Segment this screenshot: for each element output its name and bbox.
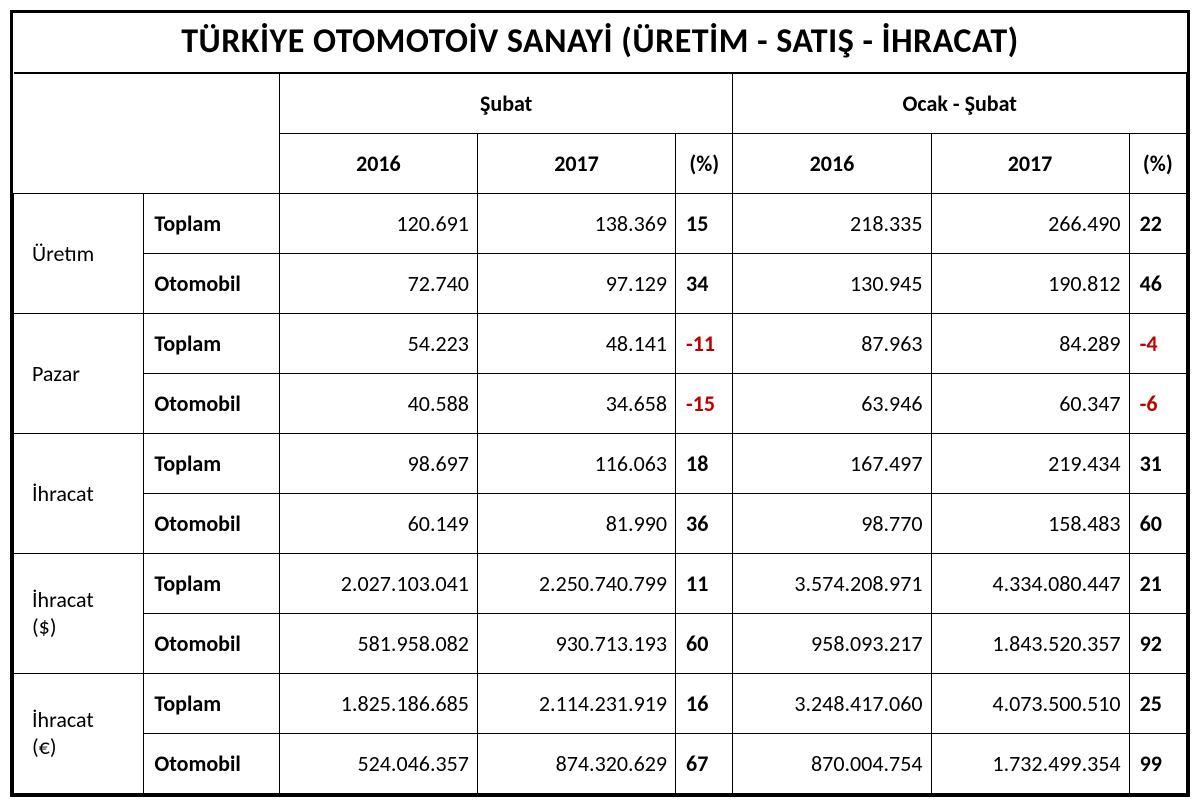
subcategory-label: Toplam [144,553,280,613]
category-label: Pazar [14,313,144,433]
cell-value: 97.129 [477,253,675,313]
subcategory-label: Otomobil [144,493,280,553]
table-row: Otomobil 524.046.357 874.320.629 67 870.… [14,733,1187,793]
category-label: İhracat($) [14,553,144,673]
cell-value: 266.490 [931,193,1129,253]
cell-value: 870.004.754 [733,733,931,793]
table-row: İhracat Toplam 98.697 116.063 18 167.497… [14,433,1187,493]
cell-value: 1.732.499.354 [931,733,1129,793]
cell-pct: 11 [676,553,733,613]
cell-value: 158.483 [931,493,1129,553]
cell-value: 138.369 [477,193,675,253]
cell-pct: -11 [676,313,733,373]
cell-value: 167.497 [733,433,931,493]
table-row: Otomobil 581.958.082 930.713.193 60 958.… [14,613,1187,673]
report-title: TÜRKİYE OTOMOTOİV SANAYİ (ÜRETİM - SATIŞ… [13,13,1187,72]
cell-value: 958.093.217 [733,613,931,673]
table-body: Üretım Toplam 120.691 138.369 15 218.335… [14,193,1187,793]
period-2-header: Ocak - Şubat [733,73,1187,133]
cell-value: 87.963 [733,313,931,373]
cell-pct: 31 [1129,433,1186,493]
subcategory-label: Toplam [144,313,280,373]
table-row: Üretım Toplam 120.691 138.369 15 218.335… [14,193,1187,253]
header-blank [14,73,280,193]
cell-value: 81.990 [477,493,675,553]
subcategory-label: Toplam [144,433,280,493]
cell-value: 874.320.629 [477,733,675,793]
table-row: Otomobil 40.588 34.658 -15 63.946 60.347… [14,373,1187,433]
table-row: Pazar Toplam 54.223 48.141 -11 87.963 84… [14,313,1187,373]
cell-pct: 99 [1129,733,1186,793]
subcategory-label: Toplam [144,193,280,253]
cell-pct: 92 [1129,613,1186,673]
subcategory-label: Otomobil [144,613,280,673]
cell-value: 54.223 [279,313,477,373]
cell-value: 2.027.103.041 [279,553,477,613]
report-container: TÜRKİYE OTOMOTOİV SANAYİ (ÜRETİM - SATIŞ… [10,10,1190,797]
cell-value: 84.289 [931,313,1129,373]
cell-value: 4.334.080.447 [931,553,1129,613]
col-p1-y2: 2017 [477,133,675,193]
subcategory-label: Toplam [144,673,280,733]
cell-value: 72.740 [279,253,477,313]
cell-pct: 16 [676,673,733,733]
cell-value: 930.713.193 [477,613,675,673]
cell-pct: 21 [1129,553,1186,613]
cell-value: 3.574.208.971 [733,553,931,613]
cell-value: 524.046.357 [279,733,477,793]
cell-value: 40.588 [279,373,477,433]
cell-value: 2.250.740.799 [477,553,675,613]
cell-value: 3.248.417.060 [733,673,931,733]
table-row: İhracat(€) Toplam 1.825.186.685 2.114.23… [14,673,1187,733]
cell-value: 1.825.186.685 [279,673,477,733]
cell-value: 2.114.231.919 [477,673,675,733]
cell-pct: 25 [1129,673,1186,733]
cell-value: 1.843.520.357 [931,613,1129,673]
cell-value: 63.946 [733,373,931,433]
cell-value: 98.697 [279,433,477,493]
cell-pct: 18 [676,433,733,493]
cell-pct: 22 [1129,193,1186,253]
cell-value: 60.149 [279,493,477,553]
cell-pct: 34 [676,253,733,313]
col-p2-y1: 2016 [733,133,931,193]
cell-pct: -4 [1129,313,1186,373]
cell-value: 190.812 [931,253,1129,313]
category-label: Üretım [14,193,144,313]
table-row: Otomobil 72.740 97.129 34 130.945 190.81… [14,253,1187,313]
subcategory-label: Otomobil [144,733,280,793]
category-label: İhracat [14,433,144,553]
period-1-header: Şubat [279,73,733,133]
cell-pct: 15 [676,193,733,253]
cell-value: 48.141 [477,313,675,373]
cell-pct: 60 [676,613,733,673]
cell-value: 4.073.500.510 [931,673,1129,733]
cell-value: 581.958.082 [279,613,477,673]
cell-pct: 46 [1129,253,1186,313]
col-p2-y2: 2017 [931,133,1129,193]
cell-pct: -15 [676,373,733,433]
col-p1-pct: (%) [676,133,733,193]
cell-pct: 36 [676,493,733,553]
category-label: İhracat(€) [14,673,144,793]
cell-value: 219.434 [931,433,1129,493]
cell-value: 60.347 [931,373,1129,433]
col-p2-pct: (%) [1129,133,1186,193]
cell-value: 98.770 [733,493,931,553]
cell-value: 120.691 [279,193,477,253]
col-p1-y1: 2016 [279,133,477,193]
cell-pct: -6 [1129,373,1186,433]
subcategory-label: Otomobil [144,253,280,313]
cell-value: 116.063 [477,433,675,493]
table-row: Otomobil 60.149 81.990 36 98.770 158.483… [14,493,1187,553]
cell-value: 130.945 [733,253,931,313]
cell-value: 34.658 [477,373,675,433]
data-table: Şubat Ocak - Şubat 2016 2017 (%) 2016 20… [13,72,1187,794]
cell-value: 218.335 [733,193,931,253]
table-row: İhracat($) Toplam 2.027.103.041 2.250.74… [14,553,1187,613]
subcategory-label: Otomobil [144,373,280,433]
cell-pct: 67 [676,733,733,793]
cell-pct: 60 [1129,493,1186,553]
